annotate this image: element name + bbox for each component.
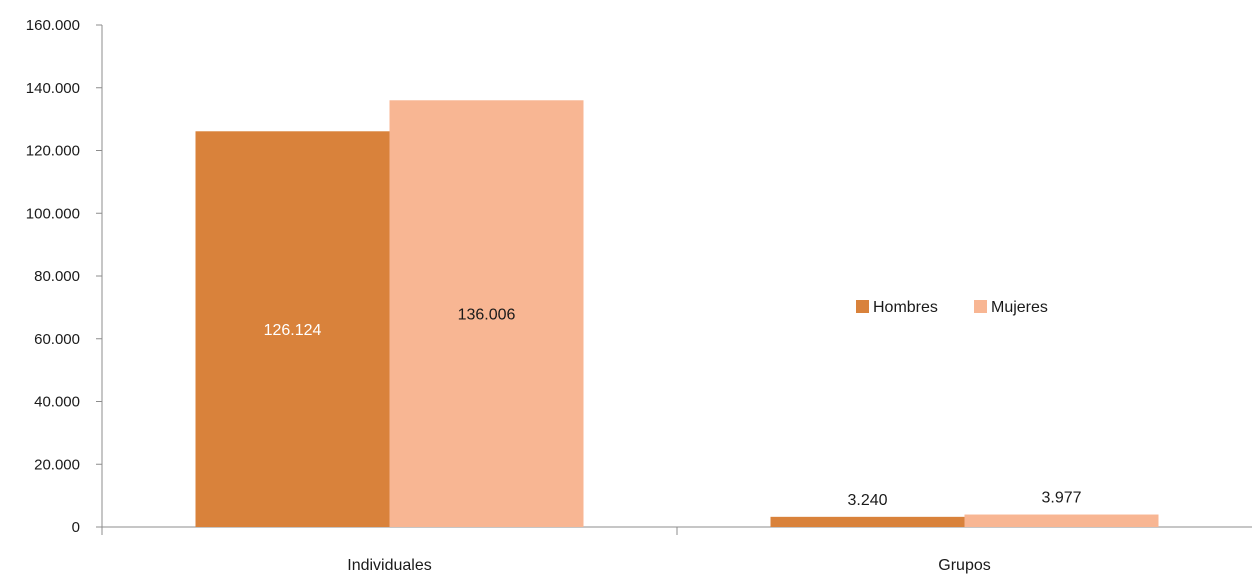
y-tick-label: 100.000 (26, 205, 80, 222)
bars (195, 100, 1159, 527)
bar-hombres-grupos (770, 516, 965, 527)
legend-swatch-mujeres (974, 300, 987, 313)
y-tick-label: 60.000 (34, 331, 80, 348)
y-axis: 0 20.000 40.000 60.000 80.000 100.000 120.000 1… (26, 17, 103, 536)
y-tick-label: 0 (72, 519, 80, 536)
legend-label-hombres: Hombres (873, 299, 938, 316)
data-label: 3.977 (1041, 490, 1081, 507)
legend-label-mujeres: Mujeres (991, 299, 1048, 316)
legend-swatch-hombres (856, 300, 869, 313)
data-labels: 126.124 136.006 3.240 3.977 (264, 307, 1082, 509)
x-category-label: Grupos (938, 557, 990, 574)
data-label: 136.006 (458, 307, 516, 324)
y-tick-label: 140.000 (26, 80, 80, 97)
x-category-label: Individuales (347, 557, 432, 574)
y-tick-label: 20.000 (34, 456, 80, 473)
legend: Hombres Mujeres (856, 299, 1048, 316)
bar-mujeres-individuales (389, 100, 584, 527)
bar-hombres-individuales (195, 131, 390, 527)
y-tick-label: 40.000 (34, 394, 80, 411)
data-label: 3.240 (847, 492, 887, 509)
y-tick-label: 80.000 (34, 268, 80, 285)
y-tick-label: 120.000 (26, 143, 80, 160)
bar-mujeres-grupos (964, 514, 1159, 527)
y-tick-label: 160.000 (26, 17, 80, 34)
data-label: 126.124 (264, 322, 322, 339)
x-axis: Individuales Grupos (101, 526, 1252, 574)
